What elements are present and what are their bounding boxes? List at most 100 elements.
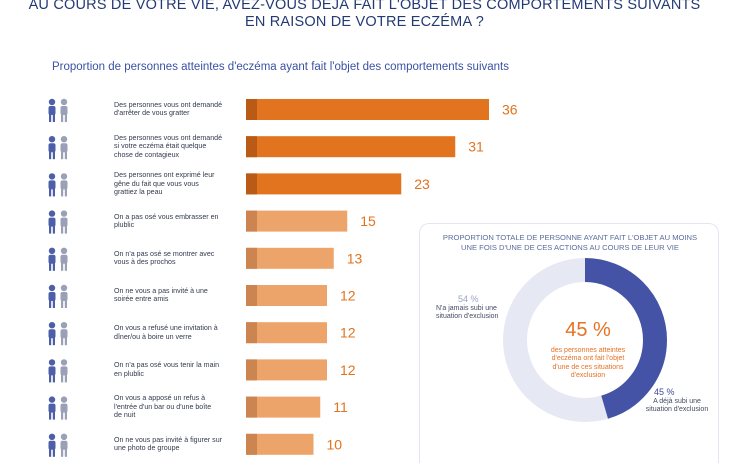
- donut-center-value: 45 %: [565, 319, 611, 341]
- bar-category-label: On n'a pas osé se montrer avec vous à des…: [114, 250, 242, 267]
- bar-row: 12: [48, 359, 356, 383]
- bar-value-label: 12: [340, 362, 356, 378]
- bar-category-label-line: grattiez la peau: [114, 188, 163, 197]
- bar-category-label-line: On n'a pas osé vous tenir la main: [114, 361, 220, 370]
- bar-accent-square: [246, 99, 257, 120]
- couple-icon: [48, 210, 68, 234]
- bar-category-label-line: Des personnes vous ont demandé: [114, 133, 223, 142]
- chart-title-line-2: EN RAISON DE VOTRE ECZÉMA ?: [244, 14, 485, 30]
- bar: [246, 210, 348, 232]
- bar-value-label: 12: [340, 288, 356, 304]
- bar: [246, 433, 314, 455]
- bar-accent-square: [246, 210, 257, 232]
- holding-hands-icon: [48, 359, 68, 383]
- bar-row: 15: [48, 210, 376, 234]
- donut-blue-desc-line: situation d'exclusion: [645, 406, 709, 414]
- party-icon: [48, 284, 68, 308]
- bar-category-label-line: de nuit: [114, 411, 136, 420]
- donut-grey-desc-line: situation d'exclusion: [436, 313, 499, 321]
- bar-category-label-line: On ne vous pas invité à figurer sur: [114, 435, 223, 444]
- people-scratching-icon: [48, 98, 68, 122]
- donut-center-desc-line: des personnes atteintes: [550, 347, 626, 354]
- donut-center-description: des personnes atteintes d'eczéma ont fai…: [533, 347, 643, 381]
- people-discomfort-icon: [48, 173, 68, 197]
- bar-category-label-line: On vous a apposé un refus à: [114, 394, 206, 403]
- bar-category-label-line: plublic: [114, 221, 135, 230]
- bar-category-label: On vous a refusé une invitation à dîner/o…: [114, 324, 242, 341]
- bar-category-label: On ne vous a pas invité à une soirée entr…: [114, 287, 242, 304]
- bar: [246, 359, 327, 381]
- bar-category-label-line: On a pas osé vous embrasser en: [114, 212, 219, 221]
- bar: [246, 247, 334, 269]
- bar-row: 36: [48, 98, 518, 122]
- bar-accent-square: [246, 396, 257, 418]
- chart-title-line-1: AU COURS DE VOTRE VIE, AVEZ-VOUS DÉJÀ FA…: [28, 0, 701, 13]
- bar-accent-square: [246, 433, 257, 455]
- bar-value-label: 31: [468, 139, 484, 155]
- bar-value-label: 12: [340, 325, 356, 341]
- bar-category-label-line: en plublic: [114, 369, 144, 378]
- donut-blue-value: 45 %: [654, 387, 675, 397]
- bar-row: 23: [48, 173, 430, 197]
- bar-category-label: Des personnes vous ont demandé d'arrêter …: [114, 101, 242, 118]
- bar: [246, 285, 327, 306]
- bar-category-label: On ne vous pas invité à figurer sur une p…: [114, 436, 242, 453]
- chart-subtitle: Proportion de personnes atteintes d'eczé…: [52, 61, 509, 73]
- donut-title-line-1: PROPORTION TOTALE DE PERSONNE AYANT FAIT…: [442, 233, 698, 242]
- bar-category-label-line: soirée entre amis: [114, 295, 169, 304]
- bar-row: 10: [48, 433, 343, 457]
- bar-category-label-line: Des personnes ont exprimé leur: [114, 171, 215, 179]
- donut-center-desc-line: d'une de ces situations: [552, 363, 624, 371]
- bar-category-label-line: On n'a pas osé se montrer avec: [114, 249, 215, 258]
- bar-category-label-line: d'arrêter de vous gratter: [114, 109, 190, 118]
- bar-category-label: Des personnes ont exprimé leur gêne du fa…: [114, 171, 242, 197]
- bar: [246, 173, 402, 195]
- bar-category-label: On n'a pas osé vous tenir la main en plub…: [114, 361, 242, 378]
- bar-category-label-line: Des personnes vous ont demandé: [114, 100, 223, 109]
- bar: [246, 396, 321, 418]
- donut-slice-blue: [503, 258, 667, 422]
- bar-row: 12: [48, 322, 356, 346]
- bar-category-label-line: On vous a refusé une invitation à: [114, 324, 218, 333]
- group-photo-icon: [48, 433, 68, 457]
- bar-value-label: 36: [502, 102, 518, 118]
- bar: [246, 99, 489, 120]
- bar-accent-square: [246, 322, 257, 344]
- donut-title-line-2: UNE FOIS D'UNE DE CES ACTIONS AU COURS D…: [461, 243, 679, 252]
- couple-walking-icon: [48, 247, 68, 271]
- bar-category-label-line: vous à des prochos: [114, 258, 176, 267]
- bar-category-label: Des personnes vous ont demandé si votre e…: [114, 134, 242, 160]
- bar-category-label-line: si votre eczéma était quelque: [114, 142, 207, 151]
- bar-category-label-line: dîner/ou à boire un verre: [114, 332, 192, 341]
- bar-accent-square: [246, 247, 257, 269]
- people-asking-icon: [48, 136, 68, 160]
- donut-grey-desc-line: N'a jamais subi une: [436, 305, 497, 312]
- bar-row: 31: [48, 136, 484, 160]
- bar-accent-square: [246, 285, 257, 306]
- bar-value-label: 10: [327, 436, 343, 452]
- donut-title: PROPORTION TOTALE DE PERSONNE AYANT FAIT…: [425, 233, 715, 253]
- bar-category-label-line: une photo de groupe: [114, 444, 180, 453]
- bar-value-label: 15: [360, 213, 376, 229]
- donut-grey-value: 54 %: [458, 294, 479, 304]
- bar-value-label: 23: [414, 176, 430, 192]
- donut-center-desc-line: d'eczéma ont fait l'objet: [551, 355, 625, 363]
- bar-row: 11: [48, 396, 348, 420]
- bar-category-label-line: l'entrée d'un bar ou d'une boîte: [114, 402, 212, 411]
- bar-accent-square: [246, 359, 257, 381]
- bar-category-label: On a pas osé vous embrasser en plublic: [114, 213, 242, 230]
- dinner-table-icon: [48, 322, 68, 346]
- bar-value-label: 11: [333, 399, 348, 415]
- bar-category-label-line: gêne du fait que vous vous: [114, 179, 199, 188]
- donut-blue-desc-line: A déjà subi une: [653, 398, 701, 405]
- bar: [246, 136, 456, 158]
- bar-category-label-line: On ne vous a pas invité à une: [114, 286, 208, 295]
- bar-row: 12: [48, 284, 356, 308]
- bar-accent-square: [246, 136, 257, 158]
- donut-center-desc-line: d'exclusion: [570, 372, 606, 380]
- bar-row: 13: [48, 247, 363, 271]
- bar: [246, 322, 327, 344]
- bar-category-label: On vous a apposé un refus à l'entrée d'un…: [114, 394, 242, 420]
